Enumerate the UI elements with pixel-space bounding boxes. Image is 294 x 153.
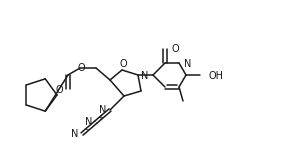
Text: N: N	[184, 59, 191, 69]
Text: OH: OH	[209, 71, 224, 81]
Text: +: +	[97, 115, 103, 121]
Text: N: N	[98, 105, 106, 115]
Text: N: N	[71, 129, 78, 139]
Text: O: O	[55, 85, 63, 95]
Text: O: O	[172, 44, 180, 54]
Text: O: O	[119, 59, 127, 69]
Text: N: N	[141, 71, 148, 81]
Text: −: −	[83, 127, 89, 133]
Text: N: N	[85, 117, 92, 127]
Text: O: O	[77, 63, 85, 73]
